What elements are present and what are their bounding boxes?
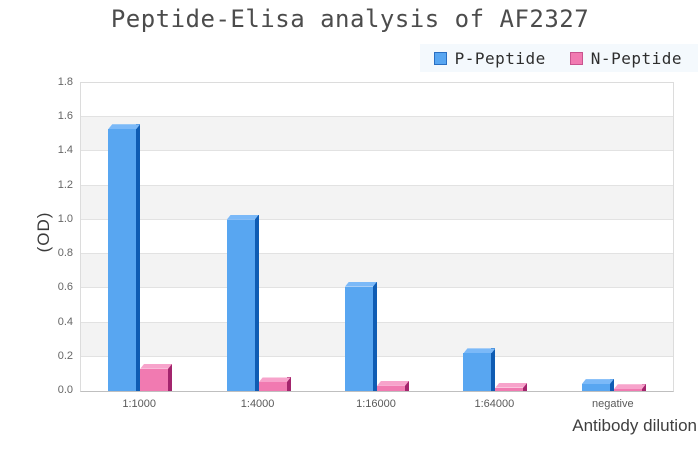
bar-side-face	[286, 377, 291, 391]
bar-side-face	[609, 379, 614, 391]
x-tick-label: 1:16000	[356, 398, 396, 410]
y-tick-label: 1.4	[57, 144, 73, 157]
bar-p-peptide-negative	[581, 379, 614, 391]
bar-front-face	[226, 219, 255, 391]
p-peptide-swatch-icon	[433, 51, 447, 65]
bar-front-face	[613, 389, 642, 391]
bar-side-face	[491, 348, 496, 391]
bar-p-peptide-1:4000	[226, 214, 259, 391]
plot-area	[80, 82, 674, 392]
bar-side-face	[136, 124, 141, 391]
plot-band	[81, 185, 673, 220]
bar-side-face	[254, 214, 259, 391]
gridline	[81, 116, 673, 118]
y-tick-label: 1.2	[57, 178, 73, 191]
bar-front-face	[140, 368, 169, 391]
bar-front-face	[581, 384, 610, 391]
y-tick-label: 1.8	[57, 76, 73, 88]
bar-top-face	[463, 348, 496, 354]
bar-n-peptide-1:64000	[495, 382, 528, 391]
bar-top-face	[258, 377, 291, 383]
bar-top-face	[581, 379, 614, 385]
n-peptide-swatch-icon	[569, 51, 583, 65]
y-tick-label: 0.8	[57, 247, 73, 260]
bar-n-peptide-negative	[613, 384, 646, 391]
bar-top-face	[226, 214, 259, 220]
x-tick-label: 1:4000	[240, 398, 275, 410]
plot-band	[81, 254, 673, 289]
bar-side-face	[405, 380, 409, 391]
bar-front-face	[495, 387, 524, 391]
bar-top-face	[495, 382, 528, 388]
y-tick-label: 0.6	[57, 281, 73, 294]
bar-top-face	[108, 124, 141, 130]
bar-n-peptide-1:16000	[377, 380, 409, 391]
bar-side-face	[373, 281, 377, 391]
plot-band	[81, 322, 673, 357]
legend-item-p-peptide[interactable]: P-Peptide	[433, 48, 546, 68]
gridline	[81, 321, 673, 323]
bar-top-face	[345, 281, 377, 287]
gridline	[81, 253, 673, 255]
bar-side-face	[168, 363, 173, 391]
y-tick-label: 1.0	[57, 212, 73, 225]
legend-item-n-peptide[interactable]: N-Peptide	[569, 48, 682, 68]
bar-front-face	[345, 286, 373, 391]
gridline	[81, 355, 673, 357]
bar-n-peptide-1:1000	[140, 363, 173, 391]
x-axis-title: Antibody dilution	[572, 416, 697, 435]
bar-front-face	[108, 129, 137, 391]
gridline	[81, 150, 673, 152]
bar-p-peptide-1:16000	[345, 281, 377, 391]
legend-label-n-peptide: N-Peptide	[590, 48, 682, 68]
bar-side-face	[641, 384, 646, 391]
bar-p-peptide-1:64000	[463, 348, 496, 391]
y-tick-label: 0.2	[57, 349, 73, 362]
x-tick-label: 1:64000	[474, 398, 515, 410]
bar-front-face	[377, 385, 405, 391]
x-tick-label: negative	[592, 398, 634, 410]
x-tick-label: 1:1000	[122, 398, 157, 410]
bar-front-face	[258, 382, 287, 391]
y-tick-label: 0.4	[57, 315, 73, 328]
legend: P-Peptide N-Peptide	[419, 44, 698, 72]
bar-top-face	[377, 380, 409, 386]
plot-band	[81, 117, 673, 152]
legend-label-p-peptide: P-Peptide	[454, 48, 546, 68]
gridline	[81, 184, 673, 186]
bar-n-peptide-1:4000	[258, 377, 291, 391]
gridline	[81, 218, 673, 220]
chart-title: Peptide-Elisa analysis of AF2327	[110, 5, 590, 33]
bar-top-face	[140, 363, 173, 369]
bar-p-peptide-1:1000	[108, 124, 141, 391]
bar-side-face	[523, 382, 528, 391]
y-tick-label: 0.0	[57, 384, 73, 396]
bar-front-face	[463, 353, 492, 391]
gridline	[81, 287, 673, 289]
y-tick-label: 1.6	[57, 110, 73, 123]
bar-top-face	[613, 384, 646, 390]
